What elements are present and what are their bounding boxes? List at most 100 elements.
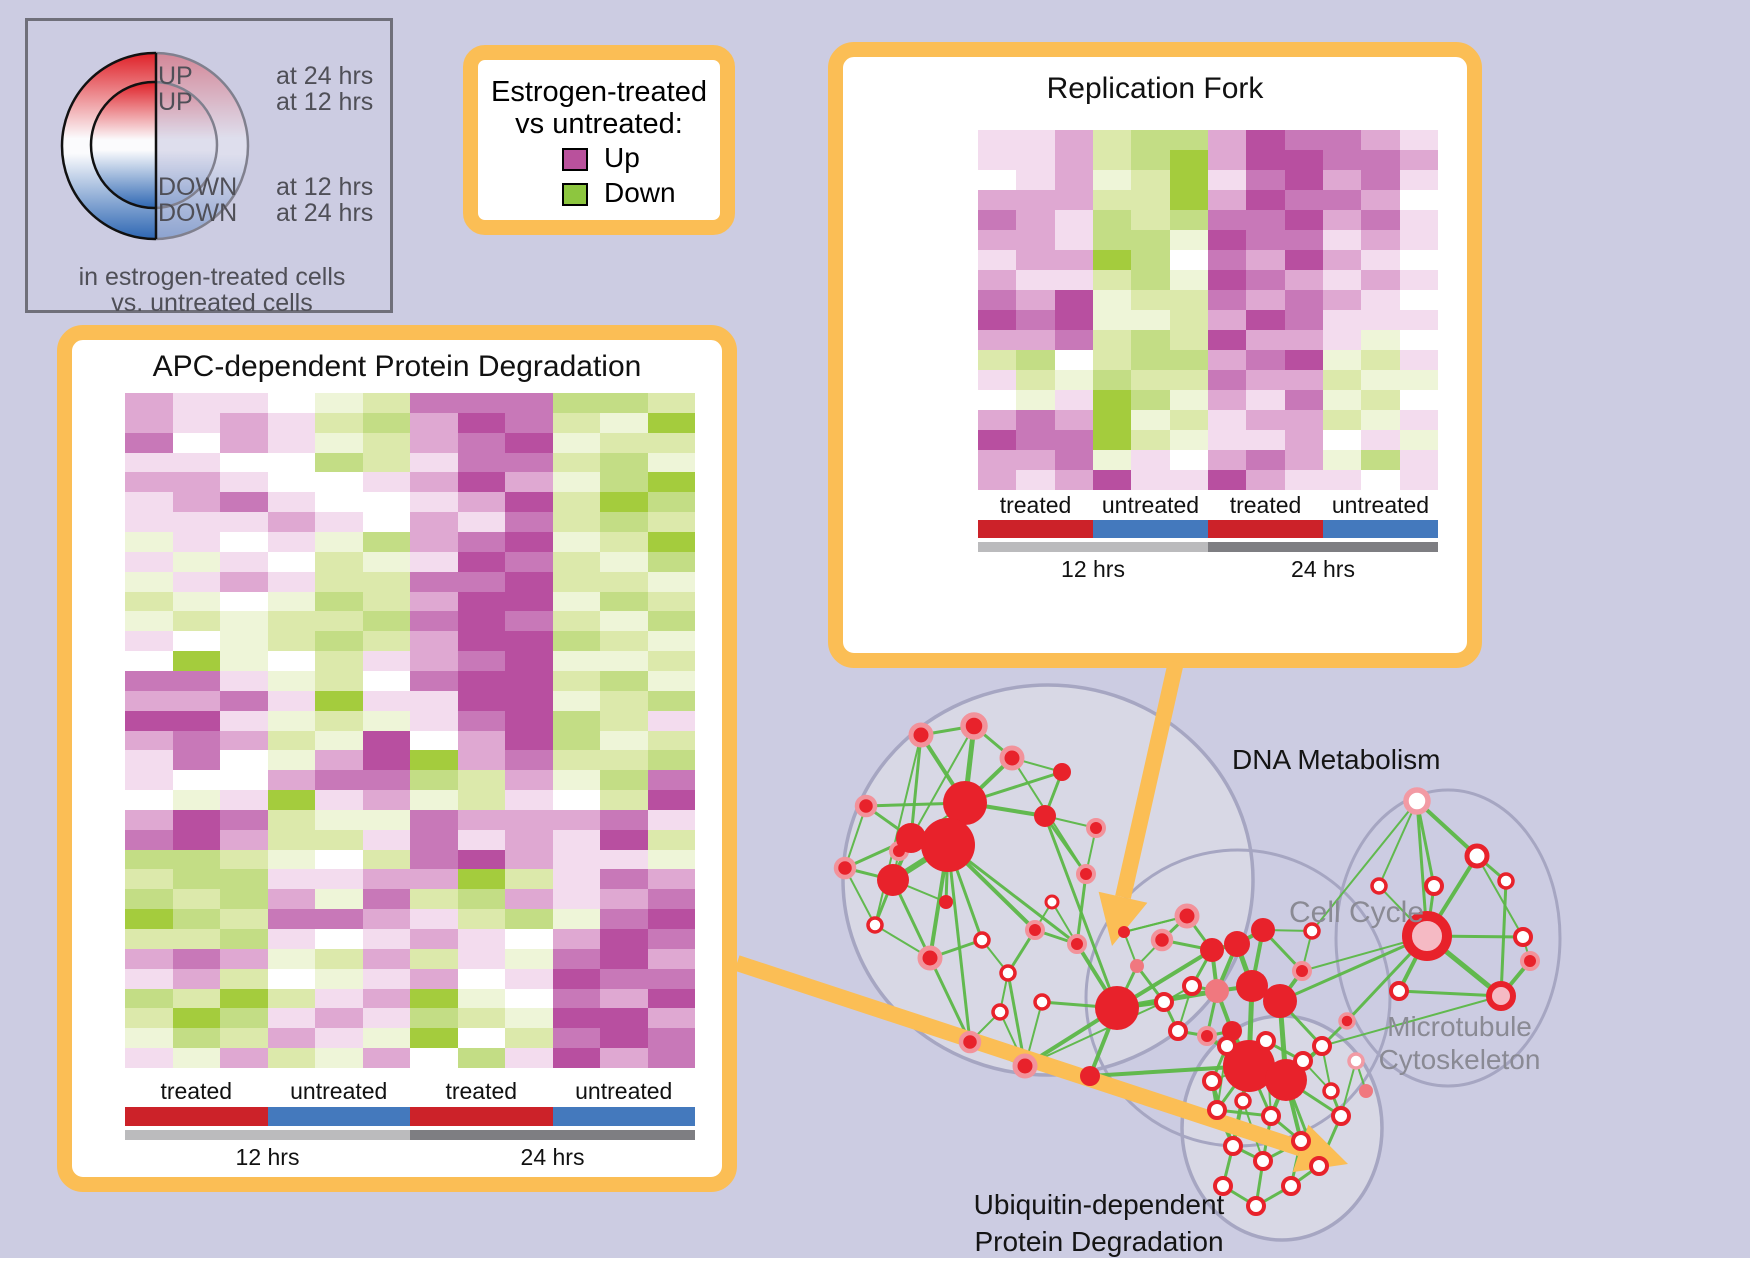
- heatmap-cell: [125, 492, 173, 513]
- heatmap-cell: [1054, 230, 1093, 250]
- heatmap-cell: [1246, 330, 1285, 350]
- heatmap-cell: [267, 1048, 315, 1068]
- heatmap-cell: [1284, 370, 1323, 390]
- heatmap-cell: [1092, 270, 1132, 290]
- heatmap-cell: [647, 929, 695, 949]
- heatmap-cell: [125, 1048, 173, 1068]
- network-node: [921, 818, 975, 872]
- network-edge: [1476, 855, 1524, 938]
- heatmap-cell: [1322, 130, 1362, 150]
- network-node: [1154, 992, 1174, 1012]
- heatmap-cell: [315, 968, 363, 989]
- network-edge: [1415, 800, 1436, 887]
- heatmap-cell: [1092, 250, 1132, 270]
- heatmap-cell: [125, 512, 173, 532]
- network-node: [1033, 993, 1051, 1011]
- heatmap-cell: [410, 492, 458, 513]
- heatmap-cell: [1399, 310, 1438, 330]
- heatmap-cell: [267, 690, 315, 711]
- heatmap-cell: [410, 968, 458, 989]
- heatmap-cell: [125, 730, 173, 751]
- treatment-bar: [1208, 520, 1323, 538]
- heatmap-cell: [1016, 390, 1055, 410]
- heatmap-cell: [552, 690, 600, 711]
- network-node: [1150, 928, 1174, 952]
- heatmap-cell: [362, 889, 410, 910]
- heatmap-cell: [1207, 310, 1247, 330]
- heatmap-cell: [647, 651, 695, 671]
- heatmap-cell: [1092, 210, 1132, 230]
- faded-half-overlay: [156, 49, 256, 245]
- heatmap-cell: [125, 472, 173, 493]
- heatmap-cell: [220, 710, 268, 731]
- treatment-group-label: untreated: [1101, 492, 1200, 518]
- heatmap-cell: [552, 790, 600, 810]
- heatmap-cell: [172, 432, 220, 453]
- heatmap-cell: [647, 849, 695, 870]
- heatmap-cell: [410, 670, 458, 691]
- heatmap-cell: [647, 452, 695, 473]
- heatmap-cell: [457, 770, 505, 791]
- treatment-group-label: treated: [445, 1078, 518, 1104]
- heatmap-cell: [172, 790, 220, 810]
- heatmap-cell: [1246, 170, 1285, 190]
- heatmap-cell: [1246, 250, 1285, 270]
- heatmap-cell: [978, 370, 1017, 390]
- heatmap-cell: [600, 651, 648, 671]
- heatmap-cell: [1246, 430, 1285, 450]
- heatmap-cell: [267, 393, 315, 413]
- heatmap-cell: [1054, 310, 1093, 330]
- network-node: [1174, 903, 1200, 929]
- heatmap-cell: [220, 889, 268, 910]
- network-node: [1292, 961, 1312, 981]
- heatmap-cell: [647, 730, 695, 751]
- heatmap-cell: [267, 909, 315, 930]
- network-node: [1207, 1100, 1227, 1120]
- legend-down24-word: DOWN: [158, 199, 238, 227]
- heatmap-cell: [267, 452, 315, 473]
- heatmap-cell: [457, 551, 505, 572]
- heatmap-cell: [362, 809, 410, 830]
- network-node: [1223, 1040, 1275, 1092]
- heatmap-cell: [315, 651, 363, 671]
- heatmap-cell: [410, 1008, 458, 1029]
- heatmap-cell: [220, 909, 268, 930]
- heatmap-cell: [267, 651, 315, 671]
- heatmap-cell: [362, 551, 410, 572]
- heatmap-cell: [505, 472, 553, 493]
- heatmap-cell: [1246, 370, 1285, 390]
- network-node: [1281, 1176, 1301, 1196]
- heatmap-cell: [600, 948, 648, 969]
- heatmap-cell: [1207, 410, 1247, 430]
- heatmap-cell: [410, 512, 458, 532]
- network-node: [1253, 1151, 1273, 1171]
- heatmap-cell: [505, 829, 553, 850]
- heatmap-cell: [1169, 170, 1208, 190]
- legend-down24-time: at 24 hrs: [276, 199, 374, 227]
- heatmap-cell: [267, 988, 315, 1009]
- heatmap-cell: [410, 452, 458, 473]
- heatmap-cell: [220, 929, 268, 949]
- heatmap-cell: [1092, 230, 1132, 250]
- heatmap-cell: [600, 512, 648, 532]
- heatmap-cell: [978, 270, 1017, 290]
- network-edge: [1378, 800, 1418, 887]
- heatmap-cell: [267, 1028, 315, 1049]
- heatmap-cell: [505, 393, 553, 413]
- heatmap-cell: [1169, 370, 1208, 390]
- heatmap-cell: [1399, 450, 1438, 470]
- network-node: [1246, 1196, 1266, 1216]
- heatmap-cell: [220, 591, 268, 612]
- heatmap-cell: [410, 412, 458, 433]
- heatmap-cell: [1054, 370, 1093, 390]
- heatmap-cell: [220, 512, 268, 532]
- heatmap-cell: [457, 651, 505, 671]
- heatmap-cell: [600, 710, 648, 731]
- heatmap-cell: [315, 770, 363, 791]
- heatmap-cell: [362, 849, 410, 870]
- heatmap-cell: [172, 750, 220, 771]
- heatmap-cell: [647, 1008, 695, 1029]
- heatmap-cell: [1246, 410, 1285, 430]
- legend-footer-line1: in estrogen-treated cells: [78, 263, 346, 291]
- estrogen-legend-title1: Estrogen-treated: [490, 76, 707, 108]
